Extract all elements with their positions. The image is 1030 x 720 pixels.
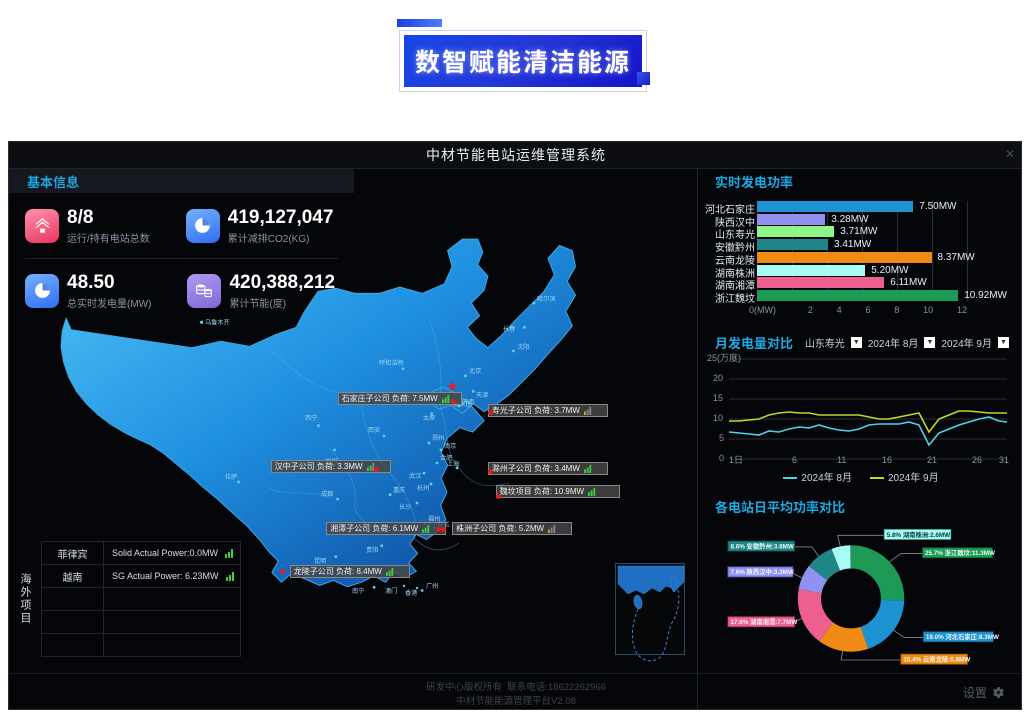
svg-text:19.0% 河北石家庄:8.3MW: 19.0% 河北石家庄:8.3MW	[926, 632, 999, 641]
svg-text:31: 31	[999, 455, 1009, 465]
svg-text:杭州: 杭州	[417, 484, 429, 492]
svg-text:25.7% 浙江魏坟:11.3MW: 25.7% 浙江魏坟:11.3MW	[925, 548, 995, 557]
svg-text:乌鲁木齐: 乌鲁木齐	[205, 319, 230, 327]
svg-text:长春: 长春	[503, 325, 515, 333]
svg-text:西宁: 西宁	[305, 414, 317, 422]
svg-text:11: 11	[837, 455, 846, 465]
svg-text:澳门: 澳门	[385, 587, 397, 595]
svg-text:拉萨: 拉萨	[225, 473, 237, 481]
svg-text:15.4% 云南龙陵:6.8MW: 15.4% 云南龙陵:6.8MW	[903, 655, 970, 664]
svg-text:7.6% 陕西汉中:3.3MW: 7.6% 陕西汉中:3.3MW	[730, 567, 793, 576]
svg-text:西安: 西安	[368, 426, 380, 434]
svg-text:太原: 太原	[423, 414, 435, 422]
svg-text:哈尔滨: 哈尔滨	[537, 295, 556, 303]
svg-text:济南: 济南	[462, 398, 474, 406]
svg-text:天津: 天津	[476, 391, 488, 399]
svg-text:沈阳: 沈阳	[517, 343, 529, 351]
svg-text:北京: 北京	[469, 367, 481, 375]
svg-text:重庆: 重庆	[393, 486, 405, 494]
svg-text:贵阳: 贵阳	[366, 546, 378, 554]
svg-text:21: 21	[927, 455, 937, 465]
svg-text:长沙: 长沙	[399, 503, 411, 511]
svg-text:广州: 广州	[426, 582, 438, 590]
svg-text:南宁: 南宁	[352, 587, 364, 595]
svg-text:16: 16	[882, 455, 892, 465]
svg-text:8.6% 安徽黔州:3.8MW: 8.6% 安徽黔州:3.8MW	[730, 541, 793, 550]
svg-text:武汉: 武汉	[409, 472, 421, 480]
svg-text:26: 26	[972, 455, 982, 465]
svg-text:17.6% 湖南湘潭:7.7MW: 17.6% 湖南湘潭:7.7MW	[730, 617, 797, 626]
svg-text:5.8% 湖南株洲:2.6MW: 5.8% 湖南株洲:2.6MW	[887, 530, 950, 539]
svg-text:6: 6	[792, 455, 797, 465]
svg-text:南京: 南京	[444, 442, 456, 450]
svg-text:成都: 成都	[321, 490, 333, 498]
svg-text:郑州: 郑州	[432, 434, 444, 442]
svg-text:上海: 上海	[447, 460, 459, 468]
svg-text:呼和浩特: 呼和浩特	[379, 359, 404, 367]
svg-text:1日: 1日	[729, 455, 743, 465]
svg-text:香港: 香港	[405, 589, 418, 597]
